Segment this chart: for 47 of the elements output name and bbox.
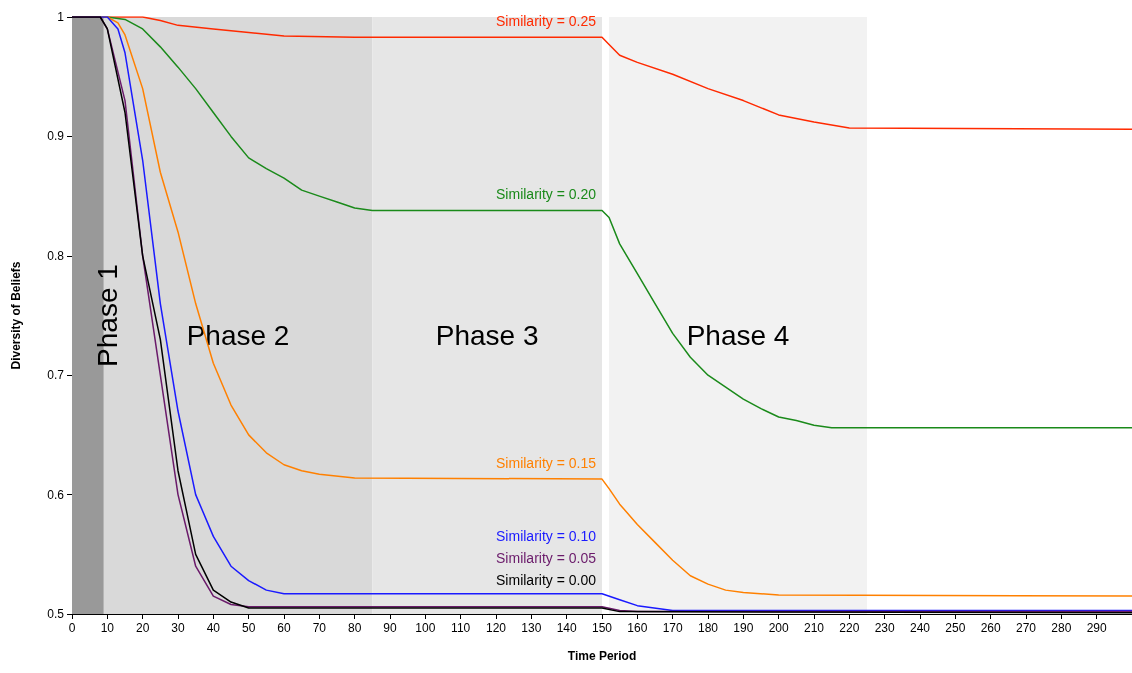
x-tick-label: 260 — [980, 621, 1001, 635]
x-tick-label: 10 — [100, 621, 115, 635]
x-tick-label: 80 — [347, 621, 362, 635]
x-tick-label: 280 — [1051, 621, 1072, 635]
text: Similarity = 0.10 — [496, 527, 597, 544]
x-tick-label: 130 — [521, 621, 542, 635]
text: Similarity = 0.05 — [496, 549, 597, 566]
series-label: Similarity = 0.15 — [496, 455, 597, 472]
x-tick-label: 70 — [312, 621, 327, 635]
x-tick-label: 30 — [171, 621, 185, 635]
x-tick-label: 120 — [485, 621, 507, 635]
x-axis-title: Time Period — [567, 649, 637, 663]
y-tick-label: 0.5 — [47, 607, 65, 621]
series-label: Similarity = 0.00 — [496, 571, 597, 588]
band-label: Phase 3 — [435, 320, 539, 351]
x-tick-label: 160 — [627, 621, 648, 635]
y-tick-label: 0.9 — [47, 129, 65, 144]
x-tick-label: 220 — [839, 621, 860, 635]
x-tick-label: 180 — [697, 621, 719, 635]
x-tick-label: 150 — [591, 621, 613, 635]
x-tick-label: 110 — [451, 621, 471, 635]
x-tick-label: 210 — [803, 621, 825, 635]
y-tick-label: 1 — [57, 10, 65, 24]
x-tick-label: 200 — [768, 621, 789, 635]
x-tick-label: 100 — [415, 621, 436, 635]
x-tick-label: 250 — [945, 621, 966, 635]
x-tick-label: 50 — [241, 621, 256, 635]
x-tick-label: 60 — [277, 621, 291, 635]
y-tick-label: 0.7 — [47, 368, 65, 383]
x-tick-label: 240 — [909, 621, 931, 635]
band-label: Phase 1 — [92, 264, 124, 367]
series-label: Similarity = 0.25 — [496, 13, 597, 30]
x-tick-label: 170 — [662, 621, 683, 635]
band-label: Phase 4 — [686, 320, 790, 351]
x-tick-label: 20 — [135, 621, 150, 635]
x-tick-label: 40 — [206, 621, 221, 635]
x-tick-label: 290 — [1086, 621, 1107, 635]
x-tick-label: 230 — [874, 621, 895, 635]
y-tick-label: 0.6 — [47, 487, 65, 502]
series-label: Similarity = 0.20 — [496, 186, 597, 203]
x-tick-label: 0 — [68, 621, 76, 635]
y-tick-label: 0.8 — [47, 248, 65, 263]
x-tick-label: 270 — [1015, 621, 1037, 635]
x-tick-label: 90 — [383, 621, 397, 635]
x-tick-label: 140 — [556, 621, 577, 635]
y-axis-title: Diversity of Beliefs — [9, 261, 23, 370]
x-tick-label: 190 — [733, 621, 754, 635]
